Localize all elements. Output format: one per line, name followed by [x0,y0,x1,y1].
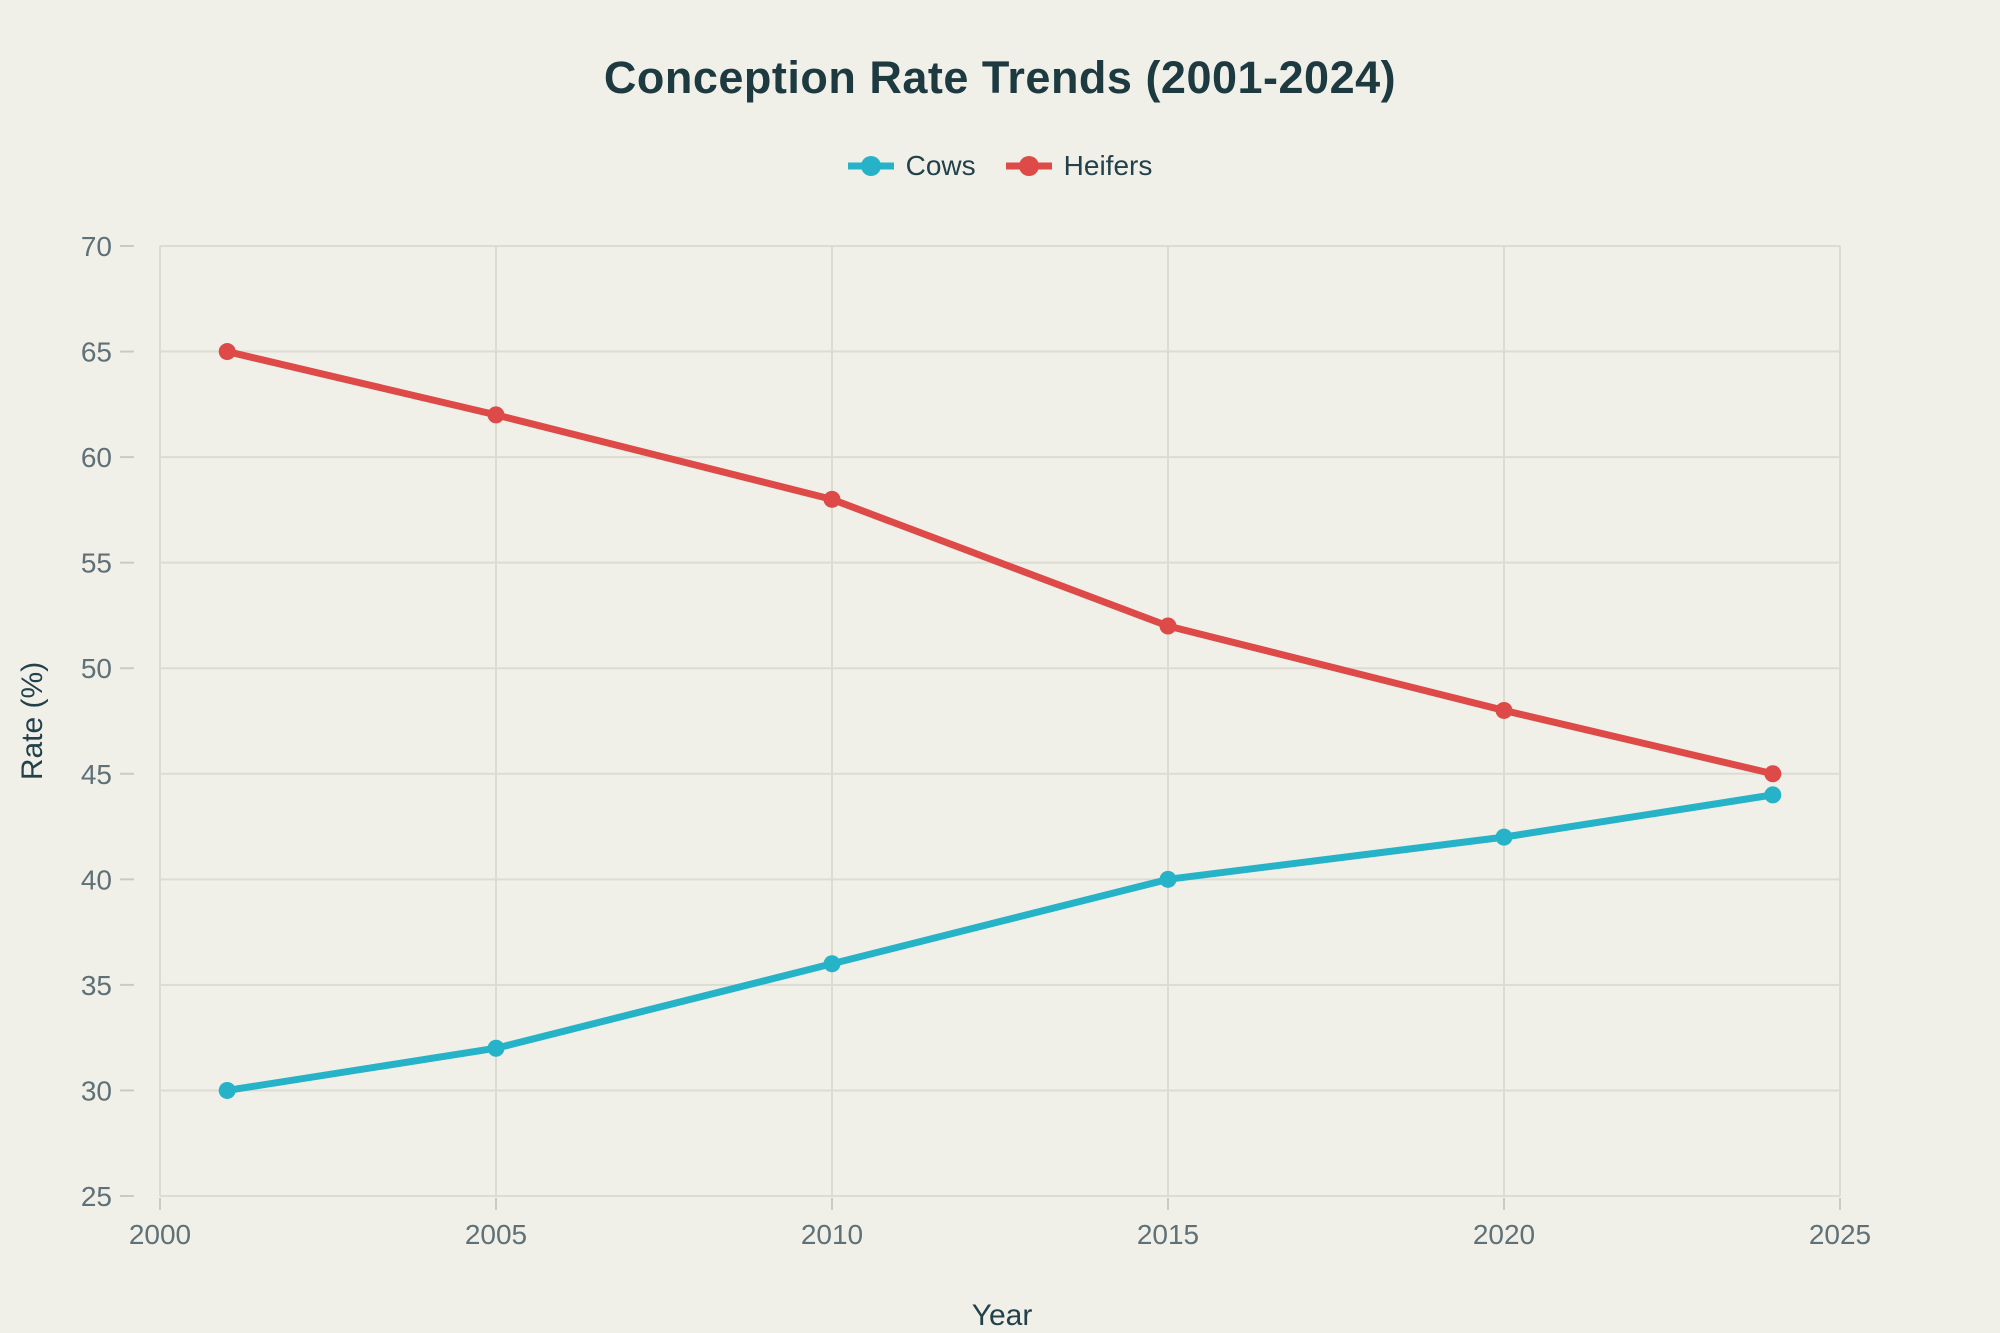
heifers-series-marker-icon [1005,156,1052,176]
data-point-heifers-2015 [1159,617,1177,635]
x-tick-label-2015: 2015 [1137,1219,1199,1250]
x-axis-title: Year [971,1299,1033,1332]
legend-label-heifers: Heifers [1063,150,1153,181]
data-point-cows-2010 [823,955,841,973]
cows-series-marker-icon [847,156,894,176]
y-tick-label-35: 35 [81,970,112,1001]
y-tick-label-40: 40 [81,864,112,895]
legend-item-heifers[interactable]: Heifers [1005,150,1153,182]
y-tick-label-30: 30 [81,1075,112,1106]
legend-label-cows: Cows [905,150,976,181]
data-point-heifers-2010 [823,490,841,508]
y-tick-label-55: 55 [81,548,112,579]
x-tick-label-2010: 2010 [801,1219,863,1250]
x-tick-label-2020: 2020 [1473,1219,1535,1250]
data-point-heifers-2024 [1764,765,1782,783]
data-point-heifers-2001 [218,343,236,361]
y-tick-label-65: 65 [81,337,112,368]
data-point-cows-2020 [1495,828,1513,846]
y-axis-title: Rate (%) [16,661,49,781]
chart-title: Conception Rate Trends (2001-2024) [603,52,1397,103]
data-point-heifers-2020 [1495,701,1513,719]
series-line-heifers [223,348,1777,778]
data-point-heifers-2005 [487,406,505,424]
y-tick-label-45: 45 [81,759,112,790]
y-tick-label-60: 60 [81,442,112,473]
x-tick-label-2025: 2025 [1809,1219,1871,1250]
series-line-cows [223,791,1777,1094]
x-tick-label-2000: 2000 [129,1219,191,1250]
data-point-cows-2015 [1159,870,1177,888]
data-point-cows-2001 [218,1081,236,1099]
legend-item-cows[interactable]: Cows [847,150,976,182]
x-tick-label-2005: 2005 [465,1219,527,1250]
y-tick-label-50: 50 [81,653,112,684]
y-tick-label-70: 70 [81,231,112,262]
data-point-cows-2024 [1764,786,1782,804]
y-tick-label-25: 25 [81,1181,112,1212]
chart-legend: Cows Heifers [0,150,2000,182]
data-point-cows-2005 [487,1039,505,1057]
